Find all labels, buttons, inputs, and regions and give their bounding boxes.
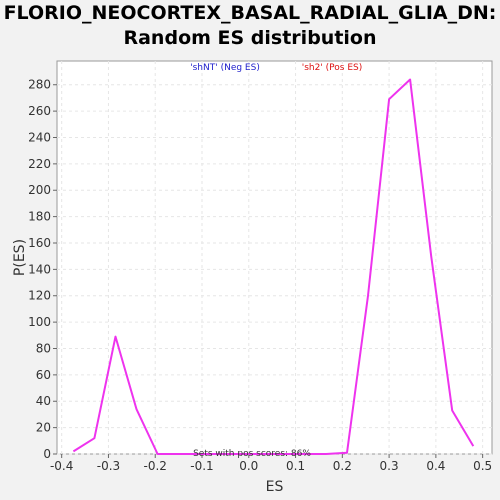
x-tick-label: -0.1 xyxy=(190,459,213,473)
y-tick-label: 200 xyxy=(28,183,51,197)
y-tick-label: 80 xyxy=(36,341,51,355)
y-tick-label: 220 xyxy=(28,157,51,171)
chart-title-line2: Random ES distribution xyxy=(123,27,377,49)
annotation-pos-scores: Sets with pos scores: 86% xyxy=(193,449,311,459)
x-tick-label: 0.1 xyxy=(286,459,305,473)
x-axis-label: ES xyxy=(266,479,284,495)
x-tick-label: -0.3 xyxy=(97,459,120,473)
x-tick-label: 0.4 xyxy=(426,459,445,473)
chart-title-line1: FLORIO_NEOCORTEX_BASAL_RADIAL_GLIA_DN: xyxy=(3,2,497,24)
x-tick-label: 0.2 xyxy=(333,459,352,473)
legend: 'shNT' (Neg ES) 'sh2' (Pos ES) xyxy=(190,63,362,73)
y-tick-label: 60 xyxy=(36,368,51,382)
y-tick-label: 0 xyxy=(43,447,51,461)
y-axis-label: P(ES) xyxy=(12,239,28,276)
x-tick-label: 0.0 xyxy=(239,459,258,473)
y-tick-label: 140 xyxy=(28,262,51,276)
y-tick-label: 120 xyxy=(28,289,51,303)
axes: -0.4 -0.3 -0.2 -0.1 0.0 0.1 0.2 0.3 0.4 0.5 0 20 40 6… xyxy=(28,78,492,473)
x-tick-label: 0.5 xyxy=(473,459,492,473)
y-tick-label: 40 xyxy=(36,394,51,408)
es-distribution-line xyxy=(72,78,475,455)
x-tick-label: -0.4 xyxy=(50,459,73,473)
grid-lines xyxy=(57,61,492,455)
x-tick-label: 0.3 xyxy=(380,459,399,473)
y-tick-label: 100 xyxy=(28,315,51,329)
y-tick-label: 240 xyxy=(28,130,51,144)
y-tick-label: 180 xyxy=(28,210,51,224)
x-tick-label: -0.2 xyxy=(144,459,167,473)
series-layer xyxy=(72,78,475,455)
y-tick-label: 20 xyxy=(36,421,51,435)
legend-entry: 'shNT' (Neg ES) xyxy=(190,63,260,73)
y-tick-label: 280 xyxy=(28,78,51,92)
legend-entry: 'sh2' (Pos ES) xyxy=(302,63,363,73)
y-tick-label: 260 xyxy=(28,104,51,118)
plot-area xyxy=(56,60,493,455)
y-tick-label: 160 xyxy=(28,236,51,250)
